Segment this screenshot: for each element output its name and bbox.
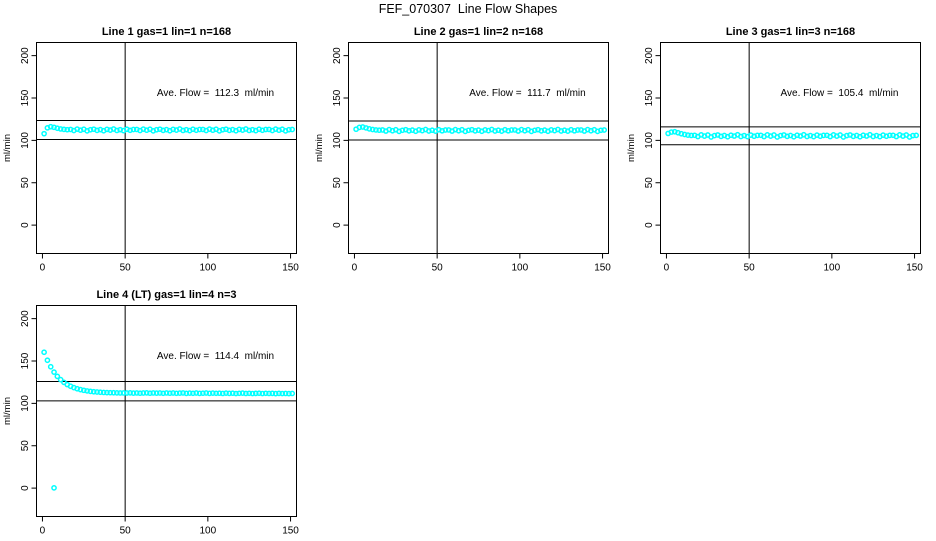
svg-text:50: 50 bbox=[20, 177, 31, 189]
svg-text:100: 100 bbox=[200, 263, 217, 274]
plot-area-line-1: 0 50 100 150 0 50 100 150 200 bbox=[20, 42, 299, 274]
svg-text:50: 50 bbox=[644, 177, 655, 189]
svg-text:50: 50 bbox=[20, 440, 31, 452]
svg-text:0: 0 bbox=[20, 222, 31, 228]
y-axis-label-line-1: ml/min bbox=[2, 134, 13, 162]
plot-area-line-3: 0 50 100 150 0 50 100 150 200 bbox=[644, 42, 923, 274]
svg-text:50: 50 bbox=[432, 263, 444, 274]
svg-text:0: 0 bbox=[40, 263, 46, 274]
ave-flow-annotation-line-4: Ave. Flow = 114.4 ml/min bbox=[156, 351, 275, 362]
svg-text:200: 200 bbox=[332, 47, 343, 64]
ave-flow-annotation-line-1: Ave. Flow = 112.3 ml/min bbox=[156, 88, 275, 99]
subplot-title-line-4: Line 4 (LT) gas=1 lin=4 n=3 bbox=[96, 289, 237, 301]
ave-flow-annotation-line-2: Ave. Flow = 111.7 ml/min bbox=[469, 88, 586, 99]
svg-text:0: 0 bbox=[20, 485, 31, 491]
svg-text:100: 100 bbox=[512, 263, 529, 274]
svg-text:0: 0 bbox=[664, 263, 670, 274]
plot-area-line-2: 0 50 100 150 0 50 100 150 200 bbox=[332, 42, 611, 274]
subplot-title-line-2: Line 2 gas=1 lin=2 n=168 bbox=[413, 26, 544, 38]
svg-text:50: 50 bbox=[120, 526, 132, 537]
svg-text:100: 100 bbox=[20, 132, 31, 149]
ave-flow-annotation-line-3: Ave. Flow = 105.4 ml/min bbox=[780, 88, 899, 99]
subplot-line-1: 0 50 100 150 0 50 100 150 200 Line 1 gas=1 lin=1… bbox=[0, 20, 312, 278]
svg-text:100: 100 bbox=[644, 132, 655, 149]
subplot-line-4: 0 50 100 150 0 50 100 150 200 Line 4 (LT) gas=1 … bbox=[0, 283, 312, 541]
svg-text:200: 200 bbox=[20, 310, 31, 327]
y-axis-label-line-4: ml/min bbox=[2, 397, 13, 425]
svg-text:50: 50 bbox=[744, 263, 756, 274]
svg-text:100: 100 bbox=[200, 526, 217, 537]
svg-text:150: 150 bbox=[20, 352, 31, 369]
plot-area-line-4: 0 50 100 150 0 50 100 150 200 bbox=[20, 305, 299, 537]
svg-text:100: 100 bbox=[20, 395, 31, 412]
svg-text:0: 0 bbox=[644, 222, 655, 228]
svg-text:150: 150 bbox=[282, 526, 299, 537]
svg-text:150: 150 bbox=[644, 89, 655, 106]
svg-text:200: 200 bbox=[644, 47, 655, 64]
svg-text:0: 0 bbox=[352, 263, 358, 274]
subplot-title-line-3: Line 3 gas=1 lin=3 n=168 bbox=[725, 26, 856, 38]
y-axis-label-line-3: ml/min bbox=[626, 134, 637, 162]
svg-text:150: 150 bbox=[594, 263, 611, 274]
svg-text:100: 100 bbox=[332, 132, 343, 149]
svg-text:150: 150 bbox=[282, 263, 299, 274]
svg-text:100: 100 bbox=[824, 263, 841, 274]
svg-text:0: 0 bbox=[332, 222, 343, 228]
svg-text:50: 50 bbox=[332, 177, 343, 189]
subplot-title-line-1: Line 1 gas=1 lin=1 n=168 bbox=[101, 26, 232, 38]
svg-text:50: 50 bbox=[120, 263, 132, 274]
svg-text:150: 150 bbox=[20, 89, 31, 106]
svg-text:150: 150 bbox=[906, 263, 923, 274]
subplot-line-3: 0 50 100 150 0 50 100 150 200 Line 3 gas=1 lin=3… bbox=[624, 20, 936, 278]
y-axis-label-line-2: ml/min bbox=[314, 134, 325, 162]
subplot-line-2: 0 50 100 150 0 50 100 150 200 Line 2 gas=1 lin=2… bbox=[312, 20, 624, 278]
page-title: FEF_070307 Line Flow Shapes bbox=[378, 2, 558, 16]
svg-text:200: 200 bbox=[20, 47, 31, 64]
svg-text:0: 0 bbox=[40, 526, 46, 537]
svg-text:150: 150 bbox=[332, 89, 343, 106]
